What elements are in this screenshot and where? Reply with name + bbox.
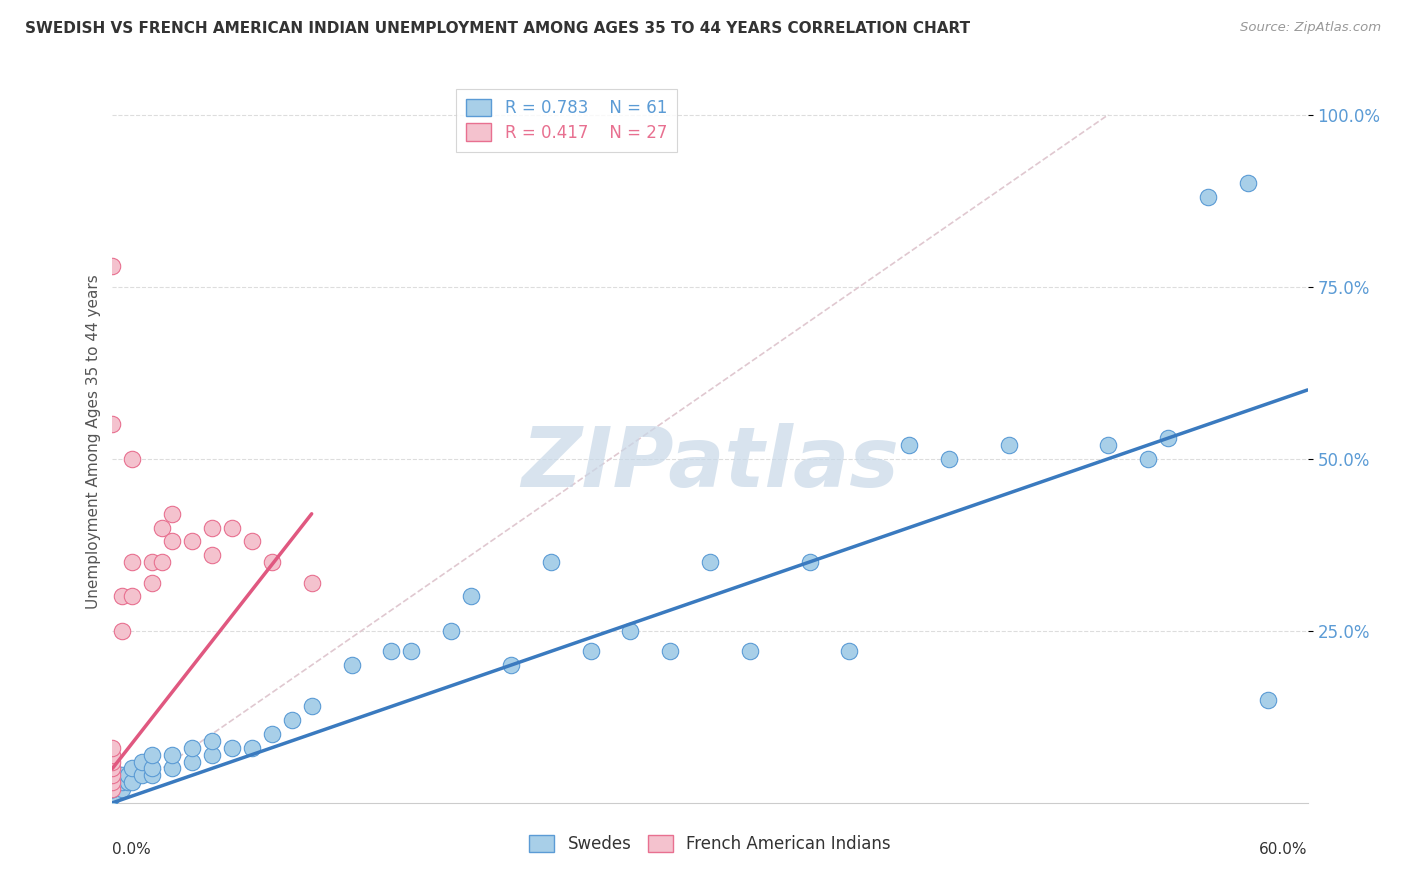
Point (162, 534, 183, 549)
Point (460, 590, 482, 604)
Point (301, 575, 323, 590)
Point (101, 775, 124, 789)
Point (101, 775, 124, 789)
Point (540, 555, 562, 569)
Point (1157, 431, 1180, 445)
Point (101, 768, 124, 782)
Point (121, 590, 143, 604)
Point (1257, 692, 1279, 706)
Point (340, 658, 363, 673)
Point (111, 768, 134, 782)
Point (150, 555, 173, 569)
Point (111, 624, 134, 638)
Point (579, 644, 602, 658)
Point (101, 782, 124, 797)
Text: Source: ZipAtlas.com: Source: ZipAtlas.com (1240, 21, 1381, 34)
Point (150, 520, 173, 534)
Point (111, 775, 134, 789)
Point (659, 644, 682, 658)
Point (260, 555, 283, 569)
Point (181, 755, 204, 769)
Point (101, 768, 124, 782)
Point (111, 590, 134, 604)
Point (101, 761, 124, 775)
Point (101, 747, 124, 762)
Point (117, 775, 139, 789)
Point (101, 775, 124, 789)
Point (162, 507, 183, 521)
Text: ZIPatlas: ZIPatlas (522, 423, 898, 504)
Text: 0.0%: 0.0% (112, 842, 152, 856)
Point (131, 768, 153, 782)
Point (838, 644, 860, 658)
Point (141, 761, 163, 775)
Point (121, 761, 143, 775)
Point (1197, 190, 1219, 204)
Point (281, 713, 304, 727)
Point (499, 658, 522, 673)
Point (117, 768, 139, 782)
Point (101, 761, 124, 775)
Point (260, 727, 283, 741)
Point (440, 624, 463, 638)
Point (240, 534, 263, 549)
Point (101, 775, 124, 789)
Point (101, 259, 124, 273)
Point (131, 755, 153, 769)
Point (101, 417, 124, 432)
Point (101, 782, 124, 797)
Point (181, 740, 204, 755)
Point (101, 782, 124, 797)
Point (898, 438, 921, 452)
Point (301, 699, 323, 714)
Point (121, 775, 143, 789)
Point (141, 747, 163, 762)
Point (101, 740, 124, 755)
Point (181, 534, 204, 549)
Point (619, 624, 641, 638)
Point (1097, 438, 1119, 452)
Legend: Swedes, French American Indians: Swedes, French American Indians (523, 828, 897, 860)
Point (799, 555, 821, 569)
Point (201, 734, 224, 748)
Text: SWEDISH VS FRENCH AMERICAN INDIAN UNEMPLOYMENT AMONG AGES 35 TO 44 YEARS CORRELA: SWEDISH VS FRENCH AMERICAN INDIAN UNEMPL… (25, 21, 970, 36)
Point (162, 747, 183, 762)
Point (201, 548, 224, 562)
Point (738, 644, 761, 658)
Point (221, 740, 243, 755)
Point (221, 520, 243, 534)
Text: 60.0%: 60.0% (1260, 842, 1308, 856)
Point (121, 555, 143, 569)
Point (101, 768, 124, 782)
Point (121, 451, 143, 466)
Point (938, 451, 960, 466)
Point (101, 789, 124, 803)
Point (141, 555, 163, 569)
Point (141, 575, 163, 590)
Point (240, 740, 263, 755)
Point (101, 761, 124, 775)
Point (998, 438, 1021, 452)
Point (699, 555, 721, 569)
Point (101, 755, 124, 769)
Point (380, 644, 402, 658)
Point (141, 768, 163, 782)
Point (1137, 451, 1160, 466)
Point (101, 761, 124, 775)
Point (201, 747, 224, 762)
Point (111, 782, 134, 797)
Point (101, 789, 124, 803)
Point (1237, 177, 1260, 191)
Point (401, 644, 423, 658)
Y-axis label: Unemployment Among Ages 35 to 44 years: Unemployment Among Ages 35 to 44 years (86, 274, 101, 609)
Point (201, 520, 224, 534)
Point (101, 782, 124, 797)
Point (162, 761, 183, 775)
Point (101, 782, 124, 797)
Point (101, 789, 124, 803)
